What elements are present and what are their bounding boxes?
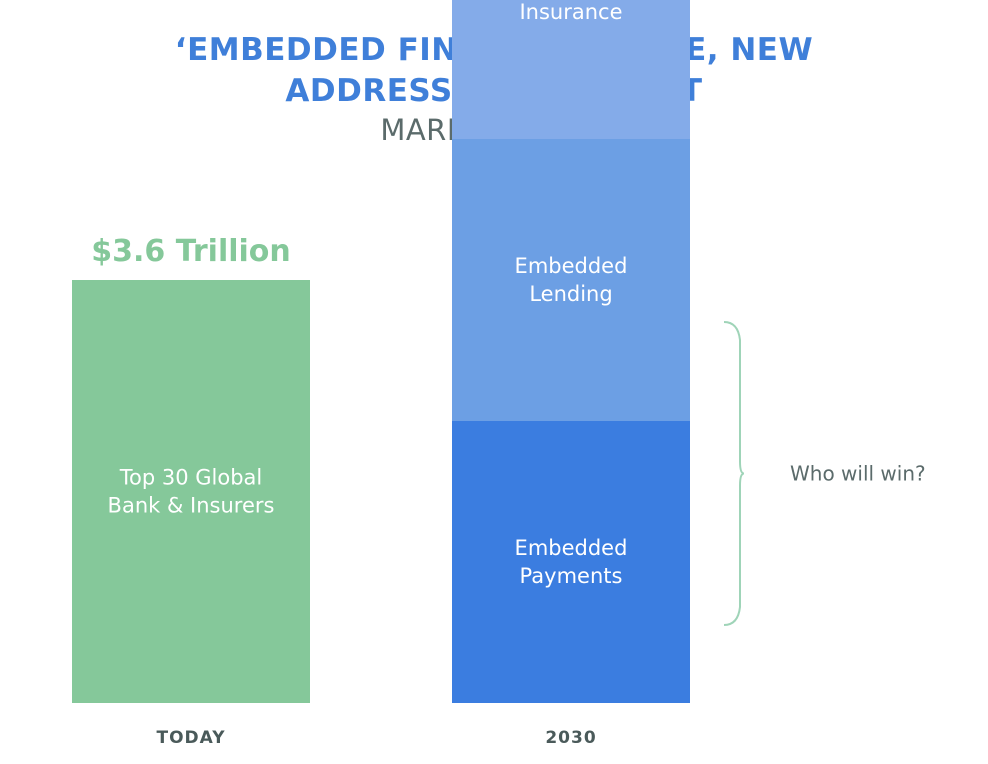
segment-label-2030-0-0: Embedded [515,536,628,560]
total-label-today: $3.6 Trillion [91,234,291,269]
segment-label-2030-2-1: Insurance [519,0,622,24]
category-label-today: TODAY [157,728,226,748]
segment-label-2030-0-1: Payments [520,564,623,588]
segment-label-today-0-0: Top 30 Global [119,466,263,490]
bar-segment-2030-1 [452,139,690,421]
segment-label-2030-1-1: Lending [529,282,612,306]
bar-segment-today-0 [72,280,310,703]
category-label-2030: 2030 [545,728,596,748]
segment-label-2030-1-0: Embedded [515,254,628,278]
brace-icon [723,321,745,626]
bar-segment-2030-0 [452,421,690,703]
annotation-who-will-win: Who will win? [790,462,926,486]
segment-label-today-0-1: Bank & Insurers [108,494,275,518]
bar-segment-2030-2 [452,0,690,139]
